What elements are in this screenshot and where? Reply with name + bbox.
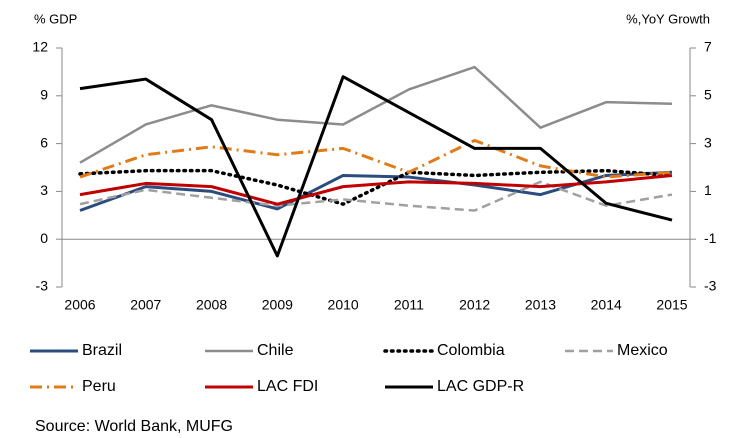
legend-label: Brazil [82, 342, 122, 359]
x-tick-label: 2012 [459, 297, 490, 313]
x-tick-label: 2015 [656, 297, 687, 313]
x-tick-label: 2014 [591, 297, 622, 313]
x-tick-label: 2006 [64, 297, 95, 313]
y-tick-label: 3 [40, 182, 48, 198]
series-line [79, 65, 673, 164]
legend-label: Chile [257, 342, 294, 359]
series-line [79, 75, 673, 258]
x-tick-label: 2009 [262, 297, 293, 313]
x-tick-label: 2011 [394, 297, 424, 313]
y-tick-label: 6 [40, 134, 48, 150]
series-line [79, 138, 673, 179]
legend-label: Peru [82, 378, 116, 395]
x-tick-label: 2010 [328, 297, 359, 313]
x-tick-label: 2008 [196, 297, 227, 313]
source: Source: World Bank, MUFG [35, 418, 233, 435]
y2-tick-label: 5 [704, 87, 712, 103]
y-tick-label: 9 [40, 87, 48, 103]
y-tick-label: 0 [40, 230, 48, 246]
series-line [79, 180, 673, 212]
y2-tick-label: -1 [704, 230, 717, 246]
y2-tick-label: 7 [704, 39, 712, 55]
x-tick-label: 2007 [130, 297, 161, 313]
series-line [79, 173, 673, 206]
legend-label: LAC FDI [257, 378, 318, 395]
y-tick-label: -3 [36, 278, 49, 294]
legend-label: LAC GDP-R [437, 378, 524, 395]
y2-axis-label: %,YoY Growth [626, 11, 710, 26]
y-tick-label: 12 [32, 39, 48, 55]
y2-tick-label: 3 [704, 134, 712, 150]
x-tick-label: 2013 [525, 297, 556, 313]
legend-label: Colombia [437, 342, 505, 359]
legend-label: Mexico [617, 342, 668, 359]
y2-tick-label: -3 [704, 278, 717, 294]
y2-tick-label: 1 [704, 182, 712, 198]
y-axis-label: % GDP [34, 11, 77, 26]
series-line [78, 168, 674, 206]
